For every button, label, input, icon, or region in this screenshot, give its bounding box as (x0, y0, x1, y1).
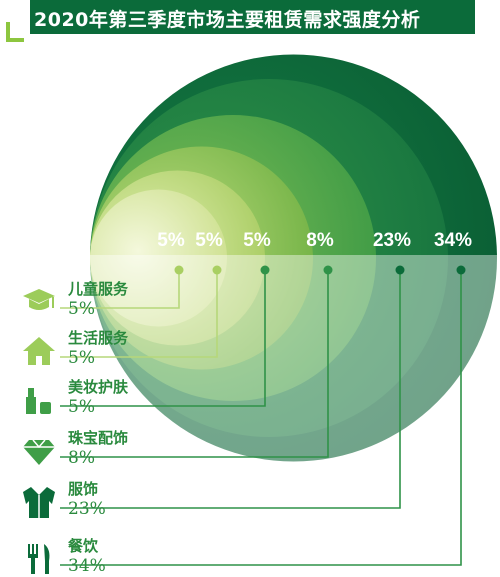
leader-line-1 (60, 270, 218, 358)
suit-icon (23, 487, 55, 518)
category-value-0: 5% (68, 299, 95, 319)
circles (90, 54, 497, 462)
category-value-2: 5% (68, 397, 95, 417)
cosmetics-icon (26, 388, 51, 414)
dot-3 (323, 265, 333, 275)
top-value-label-5: 34% (433, 230, 473, 251)
circle-0 (90, 189, 227, 327)
category-value-3: 8% (68, 448, 95, 468)
title-bar (30, 0, 475, 34)
category-value-5: 34% (68, 556, 106, 576)
category-label-5: 餐饮 (68, 537, 99, 555)
category-label-3: 珠宝配饰 (68, 429, 129, 447)
leader-line-4 (60, 270, 401, 509)
dot-5 (456, 265, 466, 275)
category-value-4: 23% (68, 499, 106, 519)
top-value-label-1: 5% (195, 230, 223, 251)
leader-line-5 (60, 270, 462, 566)
fork-knife-icon (28, 544, 50, 574)
category-label-4: 服饰 (68, 480, 99, 498)
chart-title: 2020年第三季度市场主要租赁需求强度分析 (34, 9, 421, 31)
category-label-2: 美妆护肤 (68, 378, 129, 396)
leader-line-0 (60, 270, 180, 309)
house-icon (23, 337, 55, 365)
dots (174, 265, 466, 275)
top-value-label-4: 23% (372, 230, 412, 251)
corner-bracket (6, 22, 24, 42)
top-value-label-2: 5% (243, 230, 271, 251)
dot-4 (395, 265, 405, 275)
top-value-label-3: 8% (306, 230, 334, 251)
leader-line-3 (60, 270, 329, 458)
category-value-1: 5% (68, 348, 95, 368)
leader-lines (60, 270, 462, 566)
top-value-label-0: 5% (157, 230, 185, 251)
diamond-icon (23, 439, 55, 465)
leader-line-2 (60, 270, 266, 407)
graduation-cap-icon (23, 289, 55, 310)
dot-0 (174, 265, 184, 275)
dot-2 (260, 265, 270, 275)
category-label-1: 生活服务 (68, 329, 129, 347)
category-label-0: 儿童服务 (68, 280, 129, 298)
dot-1 (212, 265, 222, 275)
